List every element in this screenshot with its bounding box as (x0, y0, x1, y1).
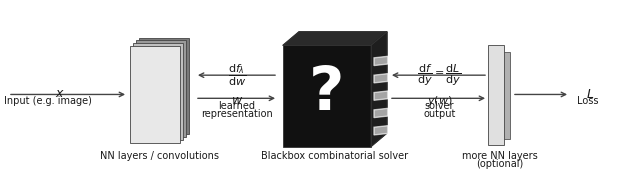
Bar (494, 52, 510, 139)
Polygon shape (374, 108, 388, 118)
Bar (488, 45, 504, 144)
Text: Input (e.g. image): Input (e.g. image) (4, 96, 92, 106)
Bar (139, 38, 189, 134)
Text: $\dfrac{\mathrm{d}f}{\mathrm{d}y} = \dfrac{\mathrm{d}L}{\mathrm{d}y}$: $\dfrac{\mathrm{d}f}{\mathrm{d}y} = \dfr… (417, 63, 461, 88)
Text: (optional): (optional) (476, 159, 524, 169)
Bar (133, 43, 183, 140)
Text: ?: ? (309, 64, 345, 123)
Text: learned: learned (218, 101, 255, 111)
Polygon shape (283, 32, 387, 45)
Bar (130, 46, 180, 143)
Polygon shape (374, 74, 388, 83)
Polygon shape (374, 126, 388, 135)
Text: representation: representation (201, 109, 273, 118)
Text: $L$: $L$ (586, 88, 594, 101)
Text: $\dfrac{\mathrm{d}f_\lambda}{\mathrm{d}w}$: $\dfrac{\mathrm{d}f_\lambda}{\mathrm{d}w… (228, 63, 246, 88)
Bar (136, 40, 186, 137)
Text: Loss: Loss (577, 96, 598, 106)
Text: $y(w)$: $y(w)$ (427, 95, 452, 108)
Text: output: output (423, 109, 456, 118)
Text: $x$: $x$ (55, 87, 65, 100)
Polygon shape (371, 32, 387, 147)
Text: more NN layers: more NN layers (462, 151, 538, 161)
Text: $w$: $w$ (231, 95, 243, 107)
Text: solver: solver (425, 101, 454, 111)
Text: Blackbox combinatorial solver: Blackbox combinatorial solver (261, 151, 408, 161)
Bar (283, 45, 371, 147)
Polygon shape (374, 56, 388, 66)
Polygon shape (374, 91, 388, 100)
Text: NN layers / convolutions: NN layers / convolutions (99, 151, 218, 161)
